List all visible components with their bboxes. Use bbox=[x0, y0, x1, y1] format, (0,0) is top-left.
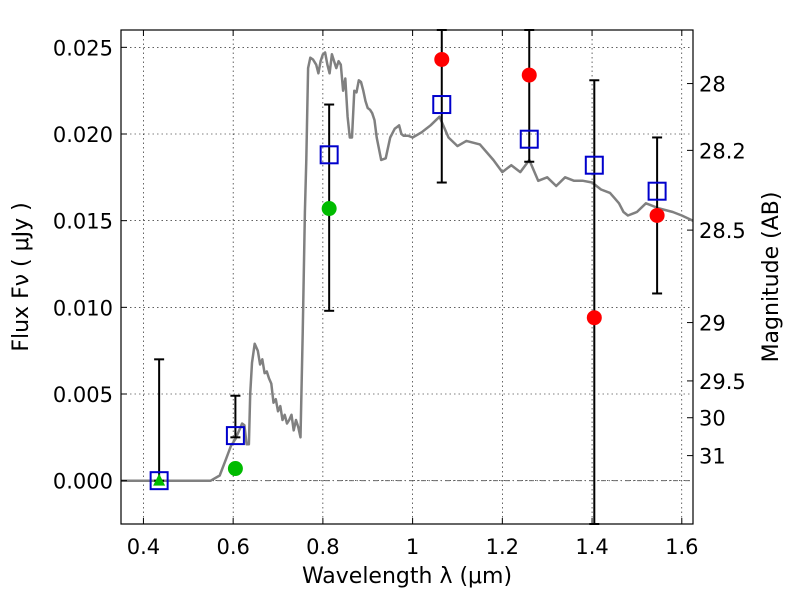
plot-background bbox=[121, 30, 693, 524]
y-tick-label: 0.010 bbox=[53, 296, 113, 320]
data-point-green bbox=[321, 201, 337, 217]
x-tick-label: 0.4 bbox=[127, 535, 160, 559]
right-tick-labels: 28 28.2 28.5 29 29.5 30 31 bbox=[699, 73, 746, 469]
data-point-square bbox=[225, 426, 245, 446]
right-tick-label: 31 bbox=[699, 445, 726, 469]
y-axis-label: Flux Fν ( μJy ) bbox=[9, 202, 34, 351]
right-tick-label: 28.2 bbox=[699, 139, 746, 163]
right-tick-label: 28.5 bbox=[699, 219, 746, 243]
axis-ticks bbox=[121, 30, 693, 524]
x-tick-label: 1.4 bbox=[575, 535, 608, 559]
y-tick-label: 0.015 bbox=[53, 210, 113, 234]
data-point-red bbox=[586, 310, 602, 326]
data-point-green bbox=[227, 461, 243, 477]
model-spectrum-line bbox=[121, 51, 694, 482]
data-point-square bbox=[149, 471, 169, 491]
data-point-square bbox=[432, 95, 452, 115]
x-tick-labels: 0.4 0.6 0.8 1 1.2 1.4 1.6 bbox=[127, 535, 699, 559]
x-tick-label: 0.6 bbox=[216, 535, 249, 559]
x-tick-label: 1 bbox=[406, 535, 419, 559]
data-point-triangle bbox=[153, 473, 166, 486]
y-tick-label: 0.000 bbox=[53, 470, 113, 494]
right-tick-label: 29 bbox=[699, 312, 726, 336]
x-axis-label: Wavelength λ (μm) bbox=[302, 564, 512, 589]
x-tick-label: 1.2 bbox=[486, 535, 519, 559]
right-tick-label: 29.5 bbox=[699, 370, 746, 394]
data-point-square bbox=[647, 181, 667, 201]
model-spectrum bbox=[121, 51, 694, 482]
y-tick-label: 0.020 bbox=[53, 123, 113, 147]
data-markers bbox=[149, 51, 667, 491]
data-point-red bbox=[521, 67, 537, 83]
right-tick-label: 30 bbox=[699, 407, 726, 431]
plot-frame bbox=[120, 29, 694, 525]
y-tick-label: 0.005 bbox=[53, 383, 113, 407]
right-tick-label: 28 bbox=[699, 73, 726, 97]
x-tick-label: 1.6 bbox=[665, 535, 698, 559]
data-point-square bbox=[319, 145, 339, 165]
data-point-square bbox=[584, 155, 604, 175]
data-point-red bbox=[649, 207, 665, 223]
data-point-red bbox=[434, 51, 450, 67]
right-axis-label: Magnitude (AB) bbox=[759, 192, 784, 363]
x-tick-label: 0.8 bbox=[306, 535, 339, 559]
y-tick-label: 0.025 bbox=[53, 36, 113, 60]
data-point-square bbox=[519, 129, 539, 149]
gridlines bbox=[121, 30, 693, 524]
y-tick-labels: 0.000 0.005 0.010 0.015 0.020 0.025 bbox=[53, 36, 113, 493]
